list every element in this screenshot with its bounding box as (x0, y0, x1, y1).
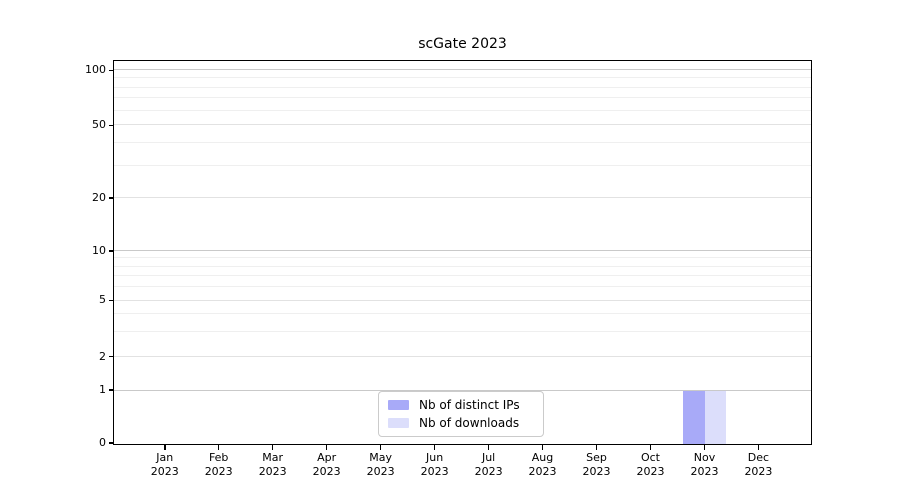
y-tick-mark-10 (108, 250, 114, 252)
x-tick-mark-nov-2023 (703, 445, 706, 450)
y-gridline-minor-40 (114, 142, 811, 144)
x-tick-label-dec-2023: Dec 2023 (744, 450, 773, 479)
x-tick-mark-may-2023 (379, 445, 382, 450)
x-tick-mark-jul-2023 (487, 445, 490, 450)
y-gridline-minor-6 (114, 286, 811, 288)
y-tick-label-1: 1 (99, 383, 106, 397)
y-gridline-100 (114, 69, 811, 71)
y-tick-mark-5 (108, 299, 114, 302)
bar-nb-of-downloads-nov-2023 (704, 390, 727, 444)
y-tick-label-50: 50 (92, 118, 106, 132)
x-tick-mark-sep-2023 (595, 445, 598, 450)
y-gridline-20 (114, 197, 811, 198)
y-gridline-2 (114, 355, 811, 357)
legend-swatch-nb-of-distinct-ips (388, 400, 409, 410)
y-gridline-1 (114, 389, 811, 391)
x-tick-mark-oct-2023 (649, 445, 652, 450)
x-tick-mark-apr-2023 (325, 445, 328, 450)
y-gridline-minor-90 (114, 77, 811, 79)
x-tick-mark-feb-2023 (217, 445, 220, 450)
y-gridline-minor-9 (114, 257, 811, 259)
x-tick-mark-mar-2023 (271, 445, 274, 450)
y-tick-label-20: 20 (92, 191, 106, 205)
legend-label-nb-of-downloads: Nb of downloads (419, 415, 520, 430)
x-tick-label-mar-2023: Mar 2023 (258, 450, 287, 479)
bar-nb-of-distinct-ips-nov-2023 (683, 390, 705, 444)
x-tick-label-nov-2023: Nov 2023 (690, 450, 719, 479)
plot-inner (114, 61, 811, 444)
x-tick-label-feb-2023: Feb 2023 (204, 450, 233, 479)
y-gridline-minor-3 (114, 330, 811, 332)
legend-row-nb-of-distinct-ips: Nb of distinct IPs (388, 397, 543, 412)
y-gridline-minor-70 (114, 97, 811, 99)
y-gridline-10 (114, 250, 811, 252)
y-tick-mark-20 (108, 197, 114, 199)
y-tick-label-2: 2 (99, 349, 106, 363)
x-tick-label-jul-2023: Jul 2023 (474, 450, 503, 479)
x-tick-label-jan-2023: Jan 2023 (150, 450, 179, 479)
y-gridline-minor-80 (114, 86, 811, 88)
y-tick-mark-0 (108, 442, 114, 444)
y-tick-label-5: 5 (99, 293, 106, 307)
chart-title: scGate 2023 (418, 36, 507, 52)
x-tick-mark-jan-2023 (164, 445, 166, 450)
x-tick-label-oct-2023: Oct 2023 (636, 450, 665, 479)
x-tick-mark-dec-2023 (757, 445, 760, 450)
y-tick-label-100: 100 (85, 63, 106, 77)
y-tick-mark-1 (108, 389, 114, 391)
y-gridline-minor-8 (114, 265, 811, 267)
x-tick-label-apr-2023: Apr 2023 (312, 450, 341, 479)
y-gridline-5 (114, 299, 811, 301)
x-tick-label-jun-2023: Jun 2023 (420, 450, 449, 479)
y-tick-mark-2 (108, 355, 114, 358)
legend: Nb of distinct IPs Nb of downloads (378, 391, 544, 437)
y-gridline-minor-4 (114, 313, 811, 315)
y-gridline-minor-30 (114, 164, 811, 166)
y-gridline-50 (114, 124, 811, 125)
y-tick-mark-100 (108, 69, 114, 72)
y-tick-label-10: 10 (92, 244, 106, 257)
y-tick-label-0: 0 (99, 436, 106, 449)
x-tick-mark-aug-2023 (541, 445, 544, 450)
x-tick-label-may-2023: May 2023 (366, 450, 395, 479)
plot-area (113, 60, 812, 445)
x-tick-label-sep-2023: Sep 2023 (582, 450, 611, 479)
y-gridline-minor-7 (114, 275, 811, 277)
x-tick-mark-jun-2023 (433, 445, 436, 450)
legend-row-nb-of-downloads: Nb of downloads (388, 415, 543, 430)
y-tick-mark-50 (108, 124, 114, 127)
legend-swatch-nb-of-downloads (388, 418, 409, 428)
legend-label-nb-of-distinct-ips: Nb of distinct IPs (419, 397, 520, 412)
x-tick-label-aug-2023: Aug 2023 (528, 450, 557, 479)
y-gridline-minor-60 (114, 109, 811, 111)
